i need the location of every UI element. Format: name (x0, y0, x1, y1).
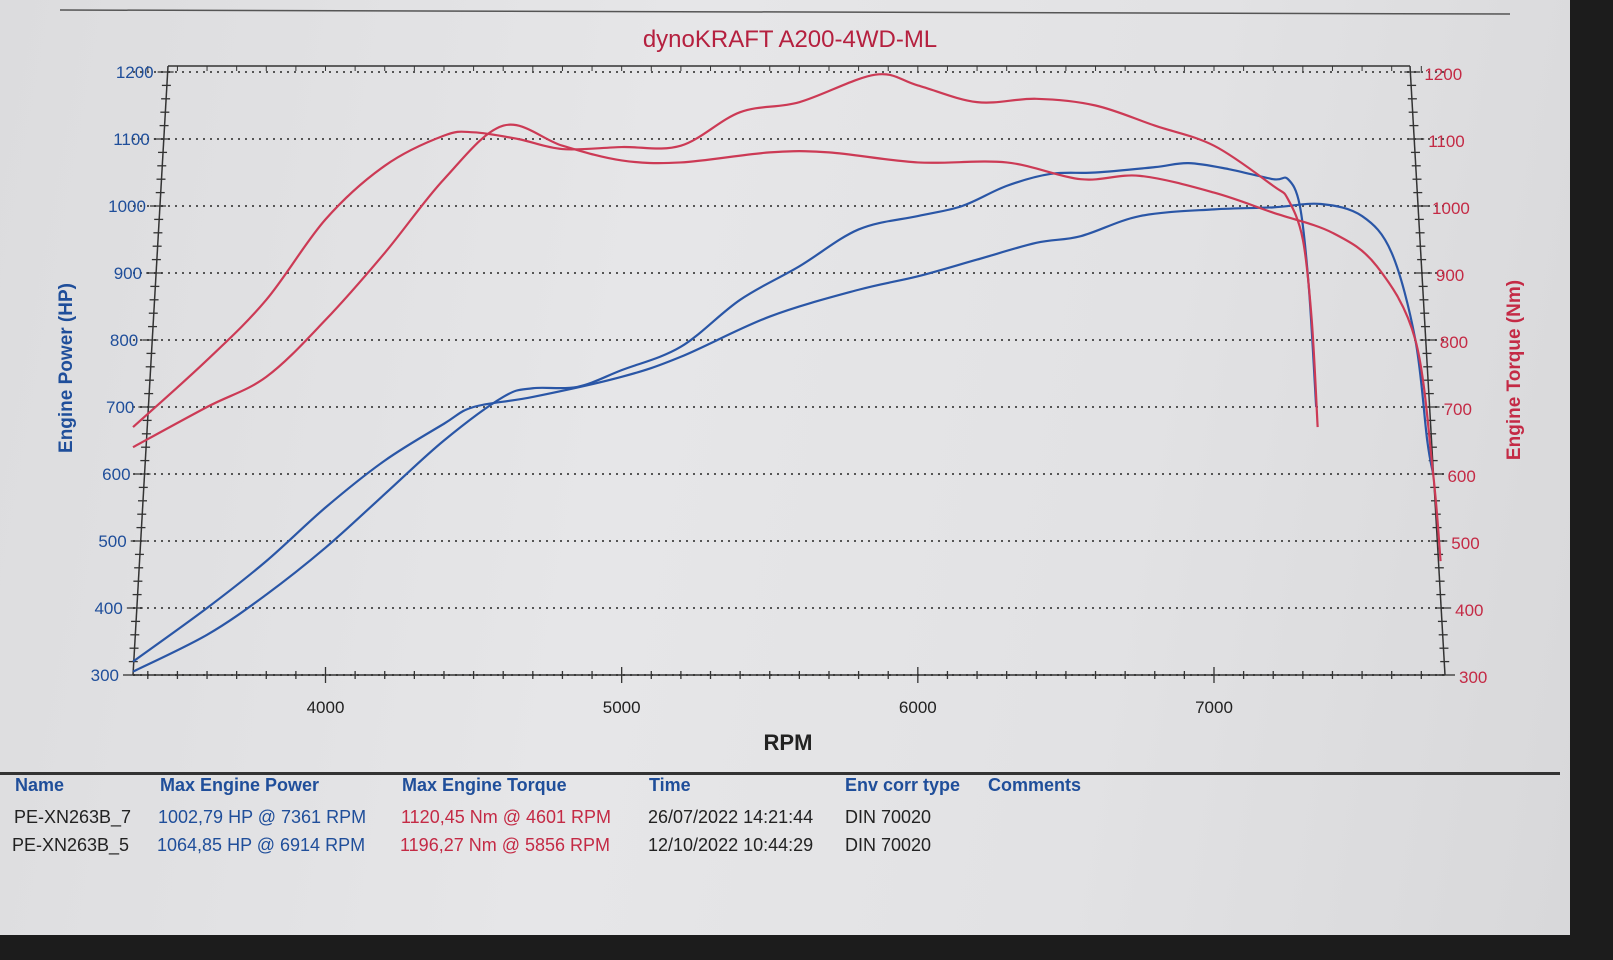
left-tick-label: 500 (98, 532, 126, 551)
x-tick-label: 7000 (1195, 698, 1233, 717)
right-tick-label: 400 (1455, 601, 1483, 620)
header-max-torque: Max Engine Torque (402, 775, 567, 795)
right-tick-label: 1100 (1428, 132, 1465, 151)
header-name: Name (15, 775, 65, 795)
x-tick-label: 6000 (899, 698, 937, 717)
header-comments: Comments (988, 775, 1082, 795)
left-tick-label: 600 (102, 465, 130, 484)
header-max-power: Max Engine Power (160, 775, 320, 795)
right-tick-label: 700 (1444, 400, 1472, 419)
right-tick-label: 600 (1447, 467, 1475, 486)
dyno-printout (0, 0, 1570, 935)
left-tick-label: 300 (91, 666, 119, 685)
top-border (59, 9, 1511, 15)
left-axis-line (132, 65, 169, 676)
row2-env-corr: DIN 70020 (845, 835, 932, 855)
chart-title: dynoKRAFT A200-4WD-ML (643, 26, 937, 53)
x-tick-label: 5000 (603, 698, 641, 717)
right-axis-line (1409, 65, 1446, 676)
row2-time: 12/10/2022 10:44:29 (648, 835, 814, 855)
left-tick-label: 400 (94, 599, 122, 618)
right-tick-label: 1200 (1424, 65, 1462, 84)
x-tick-label: 4000 (307, 698, 345, 717)
row2-max-torque: 1196,27 Nm @ 5856 RPM (400, 835, 611, 855)
series-pe-xn263b-7-power (132, 202, 1435, 663)
row1-max-power: 1002,79 HP @ 7361 RPM (158, 807, 367, 827)
right-tick-label: 1000 (1432, 199, 1470, 218)
left-axis-label: Engine Power (HP) (56, 283, 77, 453)
series-pe-xn263b-7-torque (132, 123, 1442, 562)
left-tick-label: 1000 (108, 197, 146, 216)
series-pe-xn263b-5-torque (132, 73, 1319, 428)
left-tick-label: 900 (114, 264, 142, 283)
table-divider (0, 772, 1560, 775)
header-env-corr: Env corr type (845, 775, 961, 795)
right-axis-label: Engine Torque (Nm) (1504, 280, 1525, 460)
row1-max-torque: 1120,45 Nm @ 4601 RPM (401, 807, 612, 827)
row1-env-corr: DIN 70020 (845, 807, 932, 827)
left-tick-label: 700 (106, 398, 134, 417)
header-time: Time (649, 775, 691, 795)
right-tick-label: 800 (1440, 333, 1468, 352)
row1-name: PE-XN263B_7 (14, 807, 132, 827)
row1-time: 26/07/2022 14:21:44 (648, 807, 814, 827)
right-tick-label: 500 (1451, 534, 1479, 553)
row2-name: PE-XN263B_5 (12, 835, 130, 855)
right-tick-label: 300 (1459, 668, 1487, 687)
left-tick-label: 800 (110, 331, 138, 350)
x-axis-label: RPM (764, 730, 813, 755)
left-tick-label: 1100 (113, 130, 150, 149)
series-pe-xn263b-5-power (132, 162, 1318, 673)
right-tick-label: 900 (1436, 266, 1464, 285)
row2-max-power: 1064,85 HP @ 6914 RPM (157, 835, 366, 855)
left-tick-label: 1200 (116, 63, 154, 82)
